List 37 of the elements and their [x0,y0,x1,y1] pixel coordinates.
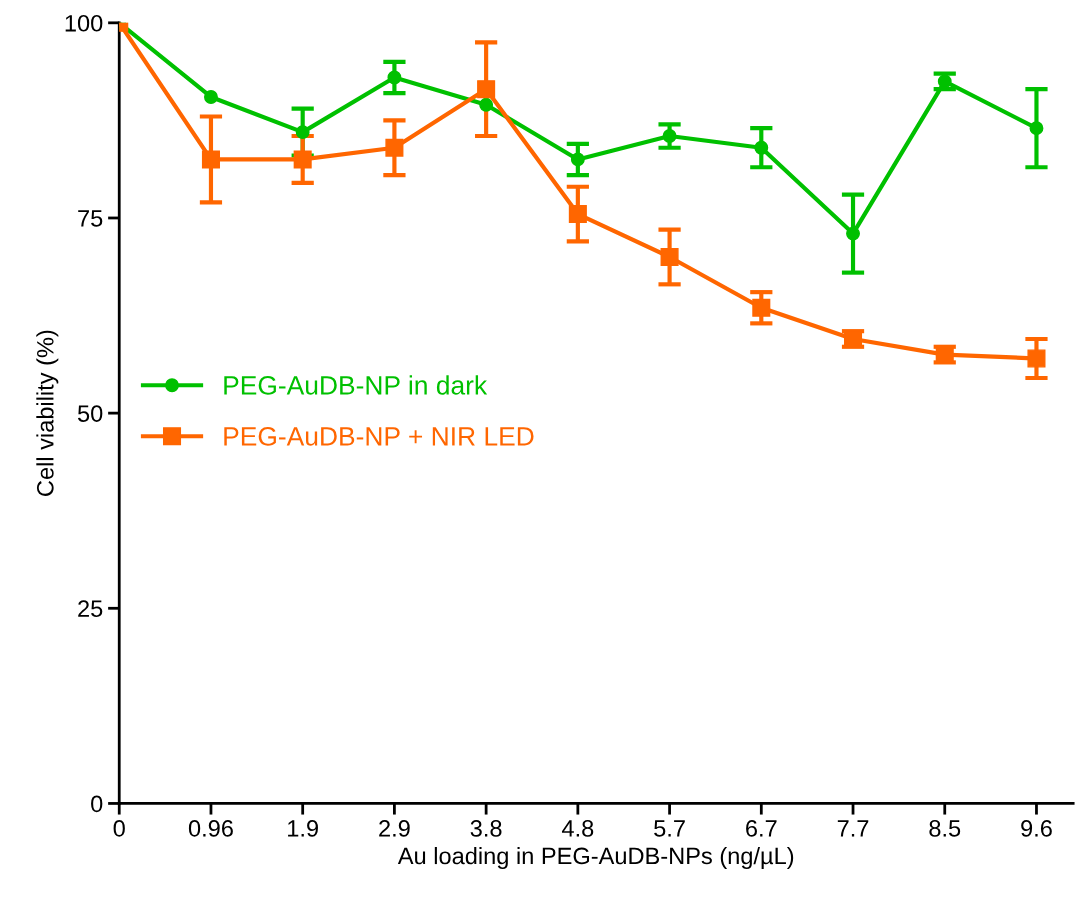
y-tick-label: 75 [78,210,103,227]
point [477,80,496,99]
x-tick-label: 0 [113,820,125,837]
x-tick-label: 2.9 [379,820,410,837]
point [293,150,312,169]
y-tick-label: 50 [77,405,103,422]
x-tick-label: 4.8 [561,820,594,837]
point [662,129,677,143]
point [387,70,402,85]
x-axis-title: Au loading in PEG-AuDB-NPs (ng/µL) [397,846,794,869]
x-tick-label: 5.7 [654,820,685,837]
point [204,90,218,104]
point [479,97,494,112]
point [752,298,771,317]
x-tick-label: 3.8 [470,820,502,837]
point [754,140,769,155]
x-tick-label: 0.96 [188,820,233,837]
point [1029,121,1044,136]
point [295,125,310,140]
legend-label: PEG-AuDB-NP + NIR LED [224,427,534,446]
x-tick-label: 6.7 [746,820,777,837]
point [1027,349,1046,368]
y-tick-label: 100 [65,14,103,32]
x-tick-label: 7.7 [837,820,869,837]
x-tick-label: 1.9 [288,820,318,837]
x-tick-label: 9.6 [1021,820,1052,837]
y-tick-label: 0 [91,795,103,813]
point [660,247,679,267]
point [570,152,585,167]
point [201,150,220,169]
y-tick-label: 25 [78,600,103,618]
point [846,226,860,241]
y-axis-title: Cell viability (%) [36,330,59,496]
point [568,205,587,224]
legend-label: PEG-AuDB-NP in dark [224,375,488,395]
x-tick-label: 8.5 [929,820,961,837]
point [385,138,404,157]
